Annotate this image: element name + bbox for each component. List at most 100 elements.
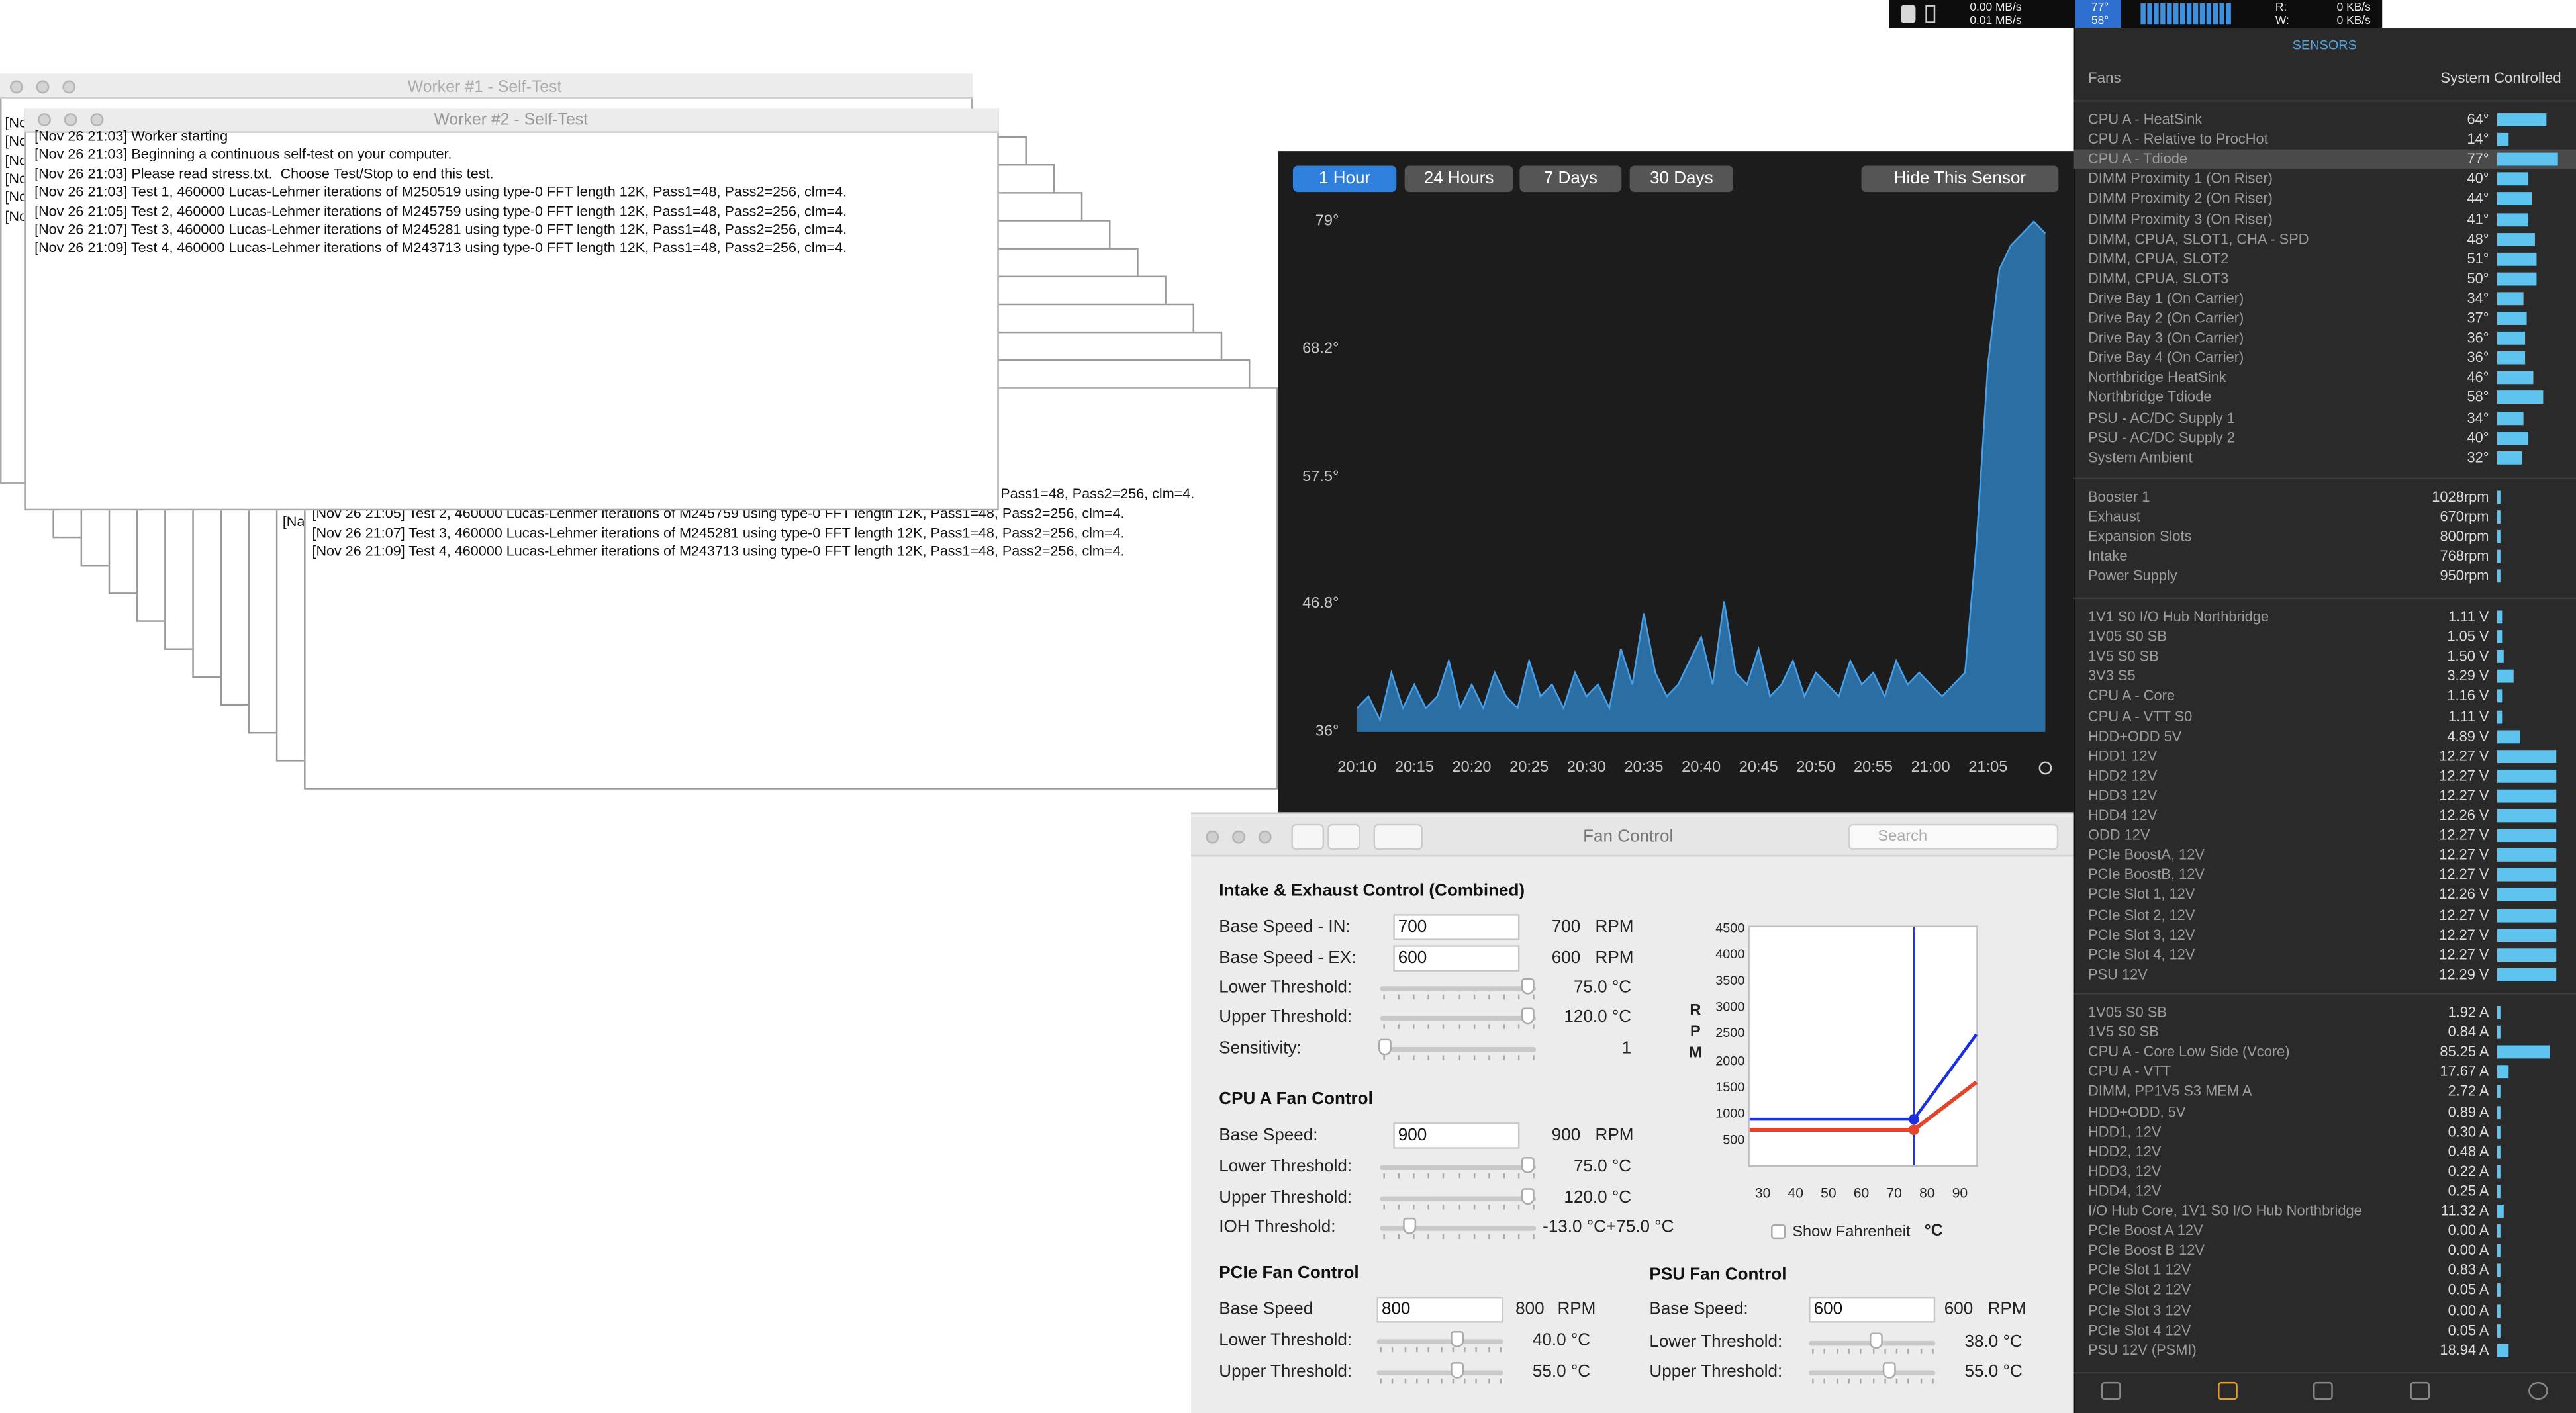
slider-thumb[interactable]	[1521, 1188, 1535, 1205]
range-button[interactable]	[1519, 165, 1622, 193]
sensor-name[interactable]: HDD1, 12V	[2087, 1122, 2162, 1140]
sensor-name[interactable]: DIMM, PP1V5 S3 MEM A	[2087, 1083, 2252, 1100]
search-placeholder[interactable]: Search	[1878, 827, 1928, 846]
sensor-name[interactable]: 1V5 S0 SB	[2087, 647, 2159, 664]
sensor-name[interactable]: Northbridge HeatSink	[2087, 369, 2226, 386]
sensor-name[interactable]: 1V05 S0 SB	[2087, 1003, 2167, 1021]
window-button[interactable]	[90, 113, 104, 126]
sensor-name[interactable]: HDD4 12V	[2087, 807, 2158, 823]
sensor-name[interactable]: PCIe BoostB, 12V	[2087, 866, 2205, 883]
sensor-name[interactable]: PCIe Boost B 12V	[2087, 1242, 2205, 1259]
slider-thumb[interactable]	[1451, 1331, 1464, 1347]
number-input[interactable]	[1393, 1122, 1520, 1149]
input-value[interactable]: 600	[1813, 1299, 1843, 1320]
sensor-name[interactable]: PCIe Slot 3 12V	[2087, 1301, 2191, 1318]
window-button[interactable]	[1258, 830, 1272, 844]
checkbox-label[interactable]: Show Fahrenheit	[1792, 1222, 1911, 1242]
number-input[interactable]	[1809, 1296, 1936, 1323]
window-button[interactable]	[9, 80, 23, 94]
sensor-name[interactable]: HDD+ODD, 5V	[2087, 1103, 2186, 1120]
sensor-name[interactable]: ODD 12V	[2087, 826, 2150, 843]
sensor-name[interactable]: CPU A - HeatSink	[2087, 111, 2203, 128]
sensor-name[interactable]: DIMM, CPUA, SLOT3	[2087, 269, 2229, 287]
slider-track[interactable]	[1380, 1225, 1537, 1230]
sensor-name[interactable]: HDD2 12V	[2087, 766, 2158, 784]
toolbar-icon[interactable]	[2528, 1381, 2548, 1400]
sensor-name[interactable]: PCIe Slot 1, 12V	[2087, 886, 2195, 903]
window-button[interactable]	[1232, 830, 1245, 844]
slider-thumb[interactable]	[1378, 1038, 1392, 1056]
slider-thumb[interactable]	[1869, 1332, 1883, 1349]
slider-track[interactable]	[1376, 1369, 1503, 1375]
sensor-name[interactable]: Drive Bay 2 (On Carrier)	[2087, 309, 2244, 326]
window-button[interactable]	[64, 113, 77, 126]
slider-track[interactable]	[1380, 1195, 1537, 1201]
toolbar-icon[interactable]	[2313, 1381, 2333, 1400]
sensor-name[interactable]: HDD4, 12V	[2087, 1182, 2162, 1199]
sensor-name[interactable]: CPU A - Relative to ProcHot	[2087, 130, 2268, 148]
sensor-name[interactable]: CPU A - Tdiode	[2087, 150, 2188, 167]
grid-button[interactable]	[1373, 823, 1423, 850]
sensor-name[interactable]: Power Supply	[2087, 567, 2177, 584]
search-field[interactable]	[1848, 823, 2059, 850]
sensor-name[interactable]: HDD1 12V	[2087, 747, 2158, 764]
sensor-name[interactable]: DIMM Proximity 3 (On Riser)	[2087, 210, 2273, 227]
sensor-name[interactable]: CPU A - VTT S0	[2087, 707, 2193, 724]
checkbox[interactable]	[1771, 1224, 1786, 1240]
sensor-name[interactable]: DIMM, CPUA, SLOT2	[2087, 250, 2229, 267]
slider-thumb[interactable]	[1521, 1157, 1535, 1173]
window-button[interactable]	[1206, 830, 1219, 844]
sensor-name[interactable]: CPU A - Core Low Side (Vcore)	[2087, 1043, 2290, 1060]
slider-track[interactable]	[1809, 1369, 1936, 1375]
sensor-name[interactable]: Drive Bay 1 (On Carrier)	[2087, 289, 2244, 306]
sensor-name[interactable]: DIMM, CPUA, SLOT1, CHA - SPD	[2087, 230, 2309, 247]
nav-button[interactable]	[1327, 823, 1360, 850]
slider-track[interactable]	[1380, 1164, 1537, 1169]
input-value[interactable]: 700	[1398, 917, 1427, 937]
hide-button[interactable]	[1861, 165, 2059, 193]
sensor-name[interactable]: HDD2, 12V	[2087, 1142, 2162, 1160]
sensor-name[interactable]: PCIe Slot 1 12V	[2087, 1261, 2191, 1279]
sensor-name[interactable]: Expansion Slots	[2087, 527, 2192, 545]
window-button[interactable]	[36, 80, 50, 94]
sensor-name[interactable]: 3V3 S5	[2087, 667, 2136, 684]
window-button[interactable]	[38, 113, 51, 126]
number-input[interactable]	[1393, 914, 1520, 940]
range-button[interactable]	[1292, 165, 1397, 193]
number-input[interactable]	[1393, 945, 1520, 972]
slider-thumb[interactable]	[1521, 978, 1535, 995]
sensor-name[interactable]: Intake	[2087, 547, 2128, 565]
slider-track[interactable]	[1380, 1015, 1537, 1021]
sensor-name[interactable]: PCIe Slot 2, 12V	[2087, 906, 2195, 923]
sensor-name[interactable]: I/O Hub Core, 1V1 S0 I/O Hub Northbridge	[2087, 1202, 2362, 1219]
sensor-name[interactable]: DIMM Proximity 1 (On Riser)	[2087, 170, 2273, 187]
sensor-name[interactable]: PCIe Boost A 12V	[2087, 1222, 2203, 1239]
sensor-name[interactable]: Exhaust	[2087, 508, 2140, 525]
slider-track[interactable]	[1380, 985, 1537, 991]
slider-thumb[interactable]	[1882, 1362, 1896, 1379]
number-input[interactable]	[1376, 1296, 1503, 1323]
sensor-name[interactable]: Northbridge Tdiode	[2087, 388, 2212, 406]
sensor-name[interactable]: System Ambient	[2087, 448, 2193, 465]
input-value[interactable]: 600	[1398, 948, 1427, 968]
sensor-name[interactable]: PCIe Slot 2 12V	[2087, 1281, 2191, 1299]
sensor-name[interactable]: PSU - AC/DC Supply 1	[2087, 408, 2236, 426]
slider-track[interactable]	[1380, 1046, 1537, 1052]
sensor-name[interactable]: PCIe Slot 4 12V	[2087, 1321, 2191, 1338]
sensor-name[interactable]: 1V1 S0 I/O Hub Northbridge	[2087, 608, 2269, 625]
sensor-name[interactable]: PCIe BoostA, 12V	[2087, 846, 2205, 863]
sensor-name[interactable]: 1V5 S0 SB	[2087, 1023, 2159, 1040]
hide-label[interactable]: Hide This Sensor	[1893, 168, 2027, 189]
sensor-name[interactable]: PSU 12V	[2087, 966, 2148, 982]
sensor-name[interactable]: DIMM Proximity 2 (On Riser)	[2087, 190, 2273, 207]
range-button[interactable]	[1629, 165, 1733, 193]
toolbar-icon[interactable]	[2218, 1381, 2238, 1400]
nav-button[interactable]	[1291, 823, 1325, 850]
range-button[interactable]	[1404, 165, 1513, 193]
input-value[interactable]: 900	[1398, 1125, 1427, 1146]
input-value[interactable]: 800	[1381, 1299, 1411, 1320]
slider-thumb[interactable]	[1403, 1217, 1417, 1234]
slider-track[interactable]	[1376, 1338, 1503, 1344]
sensor-name[interactable]: Booster 1	[2087, 488, 2150, 505]
slider-thumb[interactable]	[1521, 1007, 1535, 1025]
